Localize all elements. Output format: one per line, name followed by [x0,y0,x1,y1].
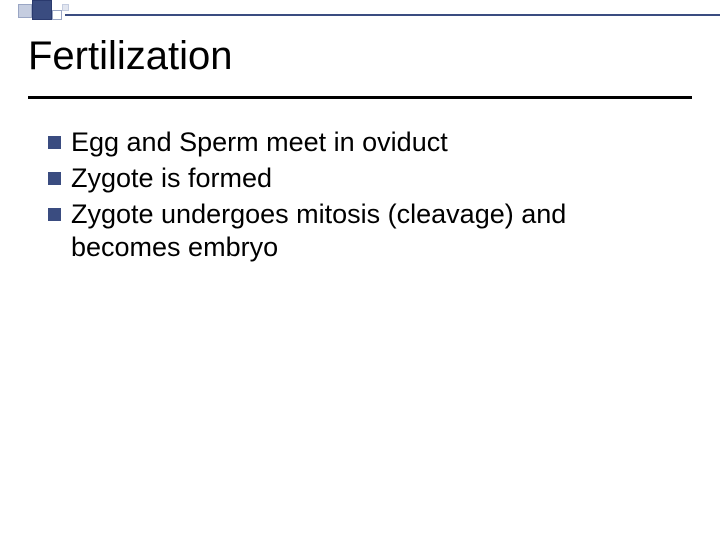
bullet-text: Zygote undergoes mitosis (cleavage) and … [71,198,680,266]
bullet-marker-icon [48,208,61,221]
bullet-item: Zygote is formed [48,162,680,196]
decoration-square [52,10,62,20]
bullet-text: Zygote is formed [71,162,272,196]
decoration-square [32,0,52,20]
bullet-item: Zygote undergoes mitosis (cleavage) and … [48,198,680,266]
slide-title: Fertilization [28,34,692,89]
title-area: Fertilization [28,34,692,89]
bullet-item: Egg and Sperm meet in oviduct [48,126,680,160]
title-underline [28,96,692,99]
bullet-text: Egg and Sperm meet in oviduct [71,126,448,160]
decoration-line [65,14,720,16]
content-area: Egg and Sperm meet in oviduct Zygote is … [48,126,680,267]
bullet-marker-icon [48,136,61,149]
decoration-square [18,4,32,18]
header-decoration [0,0,720,24]
bullet-marker-icon [48,172,61,185]
decoration-square [62,4,69,11]
